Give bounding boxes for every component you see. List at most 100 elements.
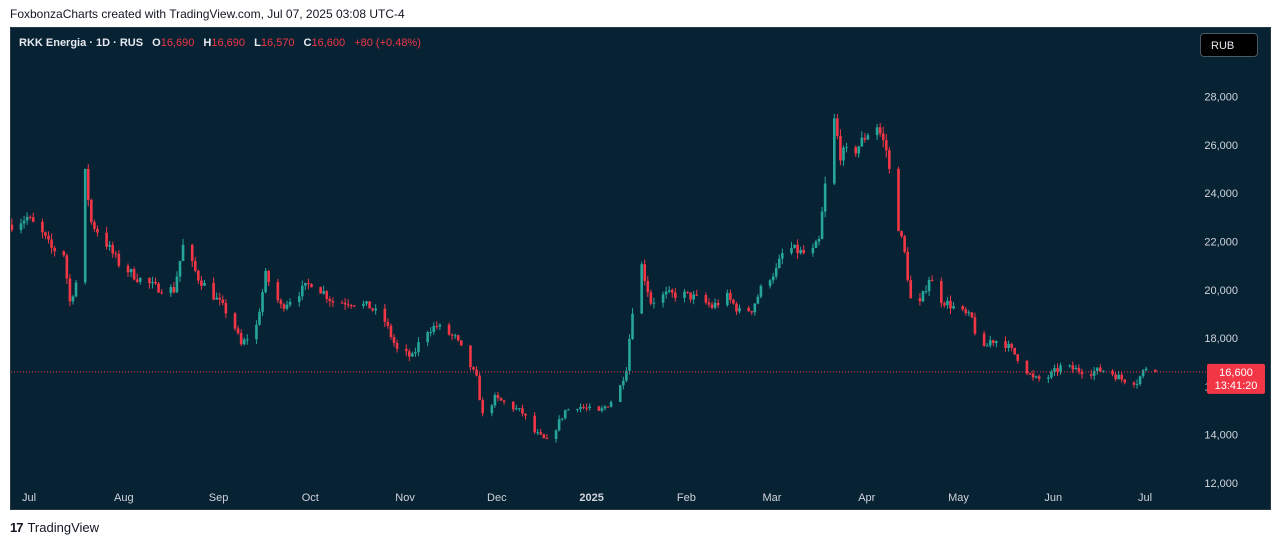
candle-body <box>374 308 377 311</box>
candle-body <box>918 298 922 302</box>
candle-body <box>25 216 29 221</box>
candle-body <box>1053 368 1056 372</box>
candle-body <box>554 430 558 439</box>
x-tick-label: Jul <box>22 492 36 504</box>
candle-body <box>823 183 827 212</box>
candle-body <box>576 409 579 411</box>
candle-body <box>429 331 433 333</box>
candle-body <box>588 406 592 408</box>
close-label: C <box>303 37 312 49</box>
candle-body <box>411 353 414 357</box>
candle-body <box>203 282 206 286</box>
candle-body <box>704 295 708 303</box>
candle-body <box>1037 376 1041 379</box>
candle-body <box>117 253 121 266</box>
x-tick-label: Sep <box>209 492 229 504</box>
candle-body <box>930 279 934 282</box>
candle-body <box>236 328 240 334</box>
candle-body <box>1013 347 1016 355</box>
candle-body <box>946 300 949 306</box>
candle-body <box>643 264 647 281</box>
candle-body <box>193 261 197 271</box>
candle-body <box>1025 360 1029 374</box>
candle-body <box>53 247 56 252</box>
candle-body <box>264 270 267 293</box>
candle-body <box>940 281 943 304</box>
candle-body <box>692 294 695 300</box>
candle-body <box>814 241 818 248</box>
y-tick-label: 28,000 <box>1204 92 1238 104</box>
candle-body <box>603 406 607 409</box>
candle-body <box>414 352 417 354</box>
chart-frame[interactable]: 12,00014,00016,00018,00020,00022,00024,0… <box>10 27 1271 510</box>
y-tick-label: 20,000 <box>1204 285 1238 297</box>
candle-body <box>368 301 371 309</box>
candle-body <box>197 270 200 281</box>
candle-body <box>276 282 280 301</box>
candle-body <box>126 265 130 273</box>
candle-body <box>169 287 173 294</box>
candle-body <box>833 118 836 184</box>
candle-body <box>609 401 613 407</box>
candle-body <box>331 301 335 303</box>
footer-brand[interactable]: 17 TradingView <box>10 520 99 535</box>
candle-body <box>878 127 882 134</box>
candle-body <box>1111 370 1114 375</box>
candle-body <box>343 302 347 305</box>
candle-body <box>1050 371 1053 378</box>
candle-body <box>625 370 628 381</box>
candle-body <box>689 292 692 300</box>
candle-body <box>710 304 714 308</box>
candle-body <box>453 335 457 337</box>
candle-body <box>389 325 393 338</box>
candle-body <box>1117 374 1120 380</box>
candle-body <box>988 340 992 346</box>
candle-body <box>713 302 717 308</box>
candle-body <box>857 146 861 154</box>
candle-body <box>499 397 503 401</box>
candle-body <box>949 300 952 309</box>
candle-body <box>304 282 307 286</box>
candle-body <box>524 413 527 416</box>
symbol-name: RKK Energia · 1D · RUS <box>19 37 144 49</box>
candle-body <box>22 220 26 224</box>
candle-body <box>622 380 625 386</box>
candle-body <box>475 369 478 376</box>
candle-body <box>536 432 540 434</box>
candle-body <box>618 385 622 402</box>
candle-body <box>297 296 301 302</box>
currency-button[interactable]: RUB <box>1200 33 1258 57</box>
candle-body <box>383 308 387 322</box>
candle-body <box>777 258 781 268</box>
candle-body <box>135 279 139 282</box>
candle-body <box>585 407 588 409</box>
candle-body <box>845 147 848 149</box>
candle-body <box>151 282 154 284</box>
candle-body <box>875 127 879 136</box>
price-chart[interactable]: 12,00014,00016,00018,00020,00022,00024,0… <box>11 28 1271 510</box>
x-tick-label: Nov <box>395 492 415 504</box>
candle-body <box>817 239 821 242</box>
symbol-legend: RKK Energia · 1D · RUS O16,690 H16,690 L… <box>19 37 421 49</box>
candle-body <box>71 296 75 302</box>
candle-body <box>533 415 536 433</box>
candle-body <box>747 308 750 312</box>
candle-body <box>392 337 396 343</box>
candle-body <box>970 312 974 318</box>
candle-body <box>756 296 760 304</box>
candle-body <box>1132 382 1136 385</box>
candle-body <box>435 326 439 328</box>
candle-body <box>41 221 44 233</box>
candle-body <box>1154 369 1157 372</box>
candle-body <box>285 304 289 309</box>
candle-body <box>753 303 757 313</box>
candle-body <box>362 303 365 306</box>
candle-body <box>1144 368 1148 371</box>
candle-body <box>325 291 329 299</box>
candle-body <box>200 280 203 286</box>
candle-body <box>1071 365 1075 370</box>
candle-body <box>190 244 194 262</box>
candle-body <box>322 291 325 294</box>
candle-body <box>600 408 604 411</box>
candle-body <box>1010 343 1013 348</box>
